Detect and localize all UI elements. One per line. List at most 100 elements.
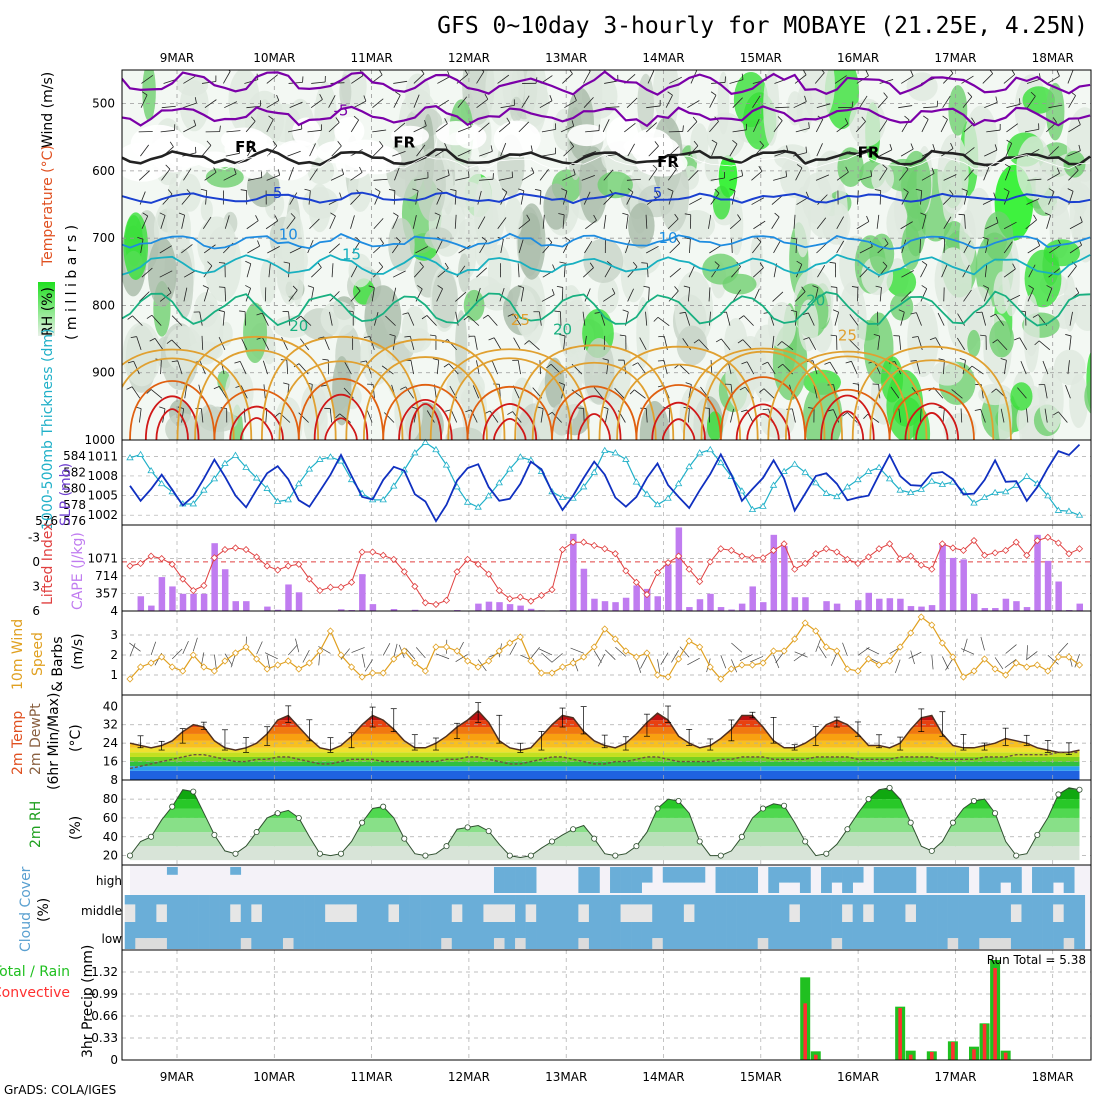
upper-wind-barb — [627, 143, 635, 157]
thickness-marker — [147, 466, 155, 474]
wind10m-barb — [815, 638, 822, 652]
upper-wind-barb — [562, 73, 573, 84]
upper-wind-barb — [329, 311, 333, 326]
wind10m-marker — [622, 647, 630, 655]
upper-wind-barb-flag — [622, 212, 629, 216]
upper-wind-barb — [687, 287, 691, 302]
upper-wind-barb-flag — [693, 140, 699, 146]
upper-wind-barb — [426, 315, 437, 326]
cloud-middle-cell — [1042, 895, 1054, 922]
upper-wind-barb-flag — [549, 95, 553, 101]
upper-wind-barb-flag — [249, 139, 255, 145]
cloud-low-clear — [831, 938, 843, 949]
wind10m-marker — [453, 647, 461, 655]
upper-wind-barb — [1058, 411, 1068, 423]
upper-wind-barb-flag — [233, 168, 237, 175]
cloud-middle-clear — [483, 904, 495, 922]
upper-wind-barb — [372, 129, 387, 133]
cloud-low-cell — [261, 922, 273, 949]
upper-wind-barb-flag — [594, 311, 601, 314]
wind10m-tick: 1 — [110, 668, 118, 682]
upper-wind-barb — [350, 290, 361, 302]
upper-wind-barb — [435, 123, 448, 133]
cloud-low-cell — [631, 922, 642, 949]
li-marker — [210, 554, 218, 562]
wind10m-marker — [685, 637, 693, 645]
upper-wind-barb — [602, 119, 610, 133]
warm-plume-contour — [767, 350, 928, 440]
wind10m-marker — [189, 651, 197, 659]
upper-wind-barb-flag — [146, 389, 152, 394]
li-marker — [189, 586, 197, 595]
cloud-low-cell — [757, 922, 769, 939]
thickness-tick: 584 — [63, 449, 86, 463]
rh-marker — [675, 798, 682, 805]
upper-wind-barb-flag — [1012, 263, 1016, 270]
upper-wind-barb-flag — [507, 411, 513, 415]
cape-bar — [928, 605, 936, 611]
upper-wind-barb-flag — [995, 96, 998, 103]
upper-wind-barb-flag — [524, 340, 530, 345]
upper-wind-barb-flag — [218, 262, 225, 264]
upper-wind-barb-flag — [865, 70, 869, 76]
upper-wind-barb-flag — [307, 285, 314, 289]
cloud-middle-cell — [694, 895, 706, 922]
wind10m-barb — [739, 654, 753, 662]
upper-wind-barb — [920, 190, 923, 205]
upper-wind-barb-flag — [245, 285, 251, 289]
warm-plume-contour — [493, 417, 527, 440]
cloud-low-cell — [852, 922, 864, 949]
rh-marker — [127, 852, 134, 859]
cloud-low-cell — [420, 922, 431, 949]
upper-wind-barb-flag — [611, 288, 616, 294]
rh-shade-cell — [200, 198, 213, 222]
cloud-high-cell — [673, 867, 685, 883]
upper-wind-barb — [816, 217, 827, 230]
thickness-marker — [1001, 488, 1010, 495]
wind10m-marker — [717, 675, 725, 683]
thickness-marker — [885, 475, 894, 482]
upper-wind-barb — [1004, 167, 1011, 181]
upper-wind-barb — [646, 122, 657, 133]
cloud-middle-cell — [958, 895, 970, 922]
rh-shade-cell — [487, 408, 502, 440]
rh-clear-cell — [567, 124, 606, 147]
rh-shade-cell — [165, 326, 203, 372]
rh2m-markers — [127, 784, 1083, 859]
upper-wind-barb — [794, 311, 798, 326]
upper-wind-barb — [139, 191, 146, 205]
temp-tick: 8 — [110, 773, 118, 787]
upper-wind-barb — [344, 361, 352, 375]
upper-wind-barb-flag — [790, 237, 797, 240]
upper-wind-barb — [517, 360, 521, 375]
upper-wind-barb — [646, 105, 661, 109]
upper-wind-barb — [476, 98, 489, 108]
li-marker — [284, 562, 292, 570]
cloud-middle-cell — [472, 895, 484, 922]
li-marker — [854, 559, 862, 568]
upper-wind-barb — [919, 238, 922, 254]
upper-wind-barb-flag — [1033, 214, 1037, 221]
upper-wind-barb — [982, 73, 993, 84]
cloud-low-clear — [652, 938, 664, 949]
contour-label: 5 — [273, 184, 283, 202]
cloud-high-cell — [958, 867, 970, 893]
thickness-marker — [812, 479, 820, 486]
upper-wind-barb — [648, 287, 650, 302]
cloud-low-cell — [156, 922, 168, 939]
warm-plume-contour — [830, 410, 865, 440]
rh-marker — [169, 803, 176, 810]
upper-wind-barb — [498, 122, 511, 133]
upper-wind-barb-flag — [318, 336, 325, 339]
rh-shade-cell — [197, 216, 237, 273]
temperature-band — [130, 766, 1080, 771]
upper-wind-barb-flag — [1046, 285, 1053, 289]
cloud-middle-cell — [251, 895, 263, 905]
upper-wind-barb-flag — [159, 406, 166, 410]
thickness-marker — [337, 457, 345, 464]
wind10m-marker — [411, 659, 419, 667]
upper-wind-barb — [266, 119, 274, 133]
rh-band — [130, 817, 1080, 833]
cape-bar — [580, 568, 588, 611]
upper-wind-barb — [627, 266, 638, 278]
